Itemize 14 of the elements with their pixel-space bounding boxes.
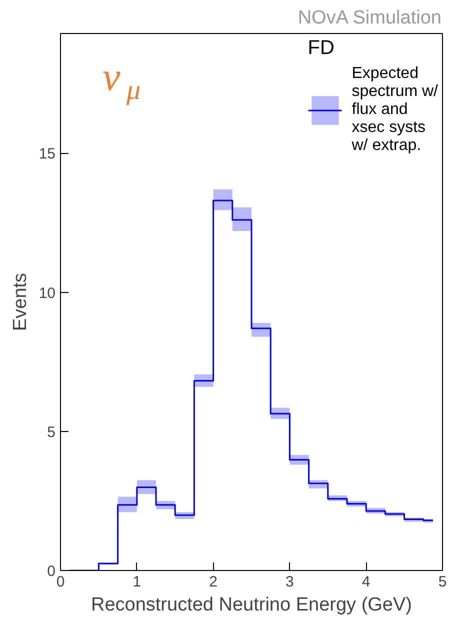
y-tick-label: 0 [47, 563, 56, 580]
legend-label: Expected spectrum w/ flux and xsec systs w/ extrap. [352, 65, 438, 155]
y-axis-title: Events [10, 272, 31, 332]
y-tick-label: 10 [38, 284, 56, 302]
text: NOvA Simulation [298, 8, 442, 28]
x-axis-title: Reconstructed Neutrino Energy (GeV) [90, 594, 412, 616]
x-tick-label: 3 [286, 574, 294, 590]
y-tick-label: 5 [47, 424, 56, 441]
x-tick-label: 4 [362, 574, 370, 590]
x-tick-label: 2 [209, 574, 218, 590]
x-tick-label: 1 [132, 574, 142, 590]
x-tick-label: 5 [438, 574, 447, 590]
y-tick-label: 15 [38, 146, 56, 163]
legend-title: FD [308, 37, 336, 60]
